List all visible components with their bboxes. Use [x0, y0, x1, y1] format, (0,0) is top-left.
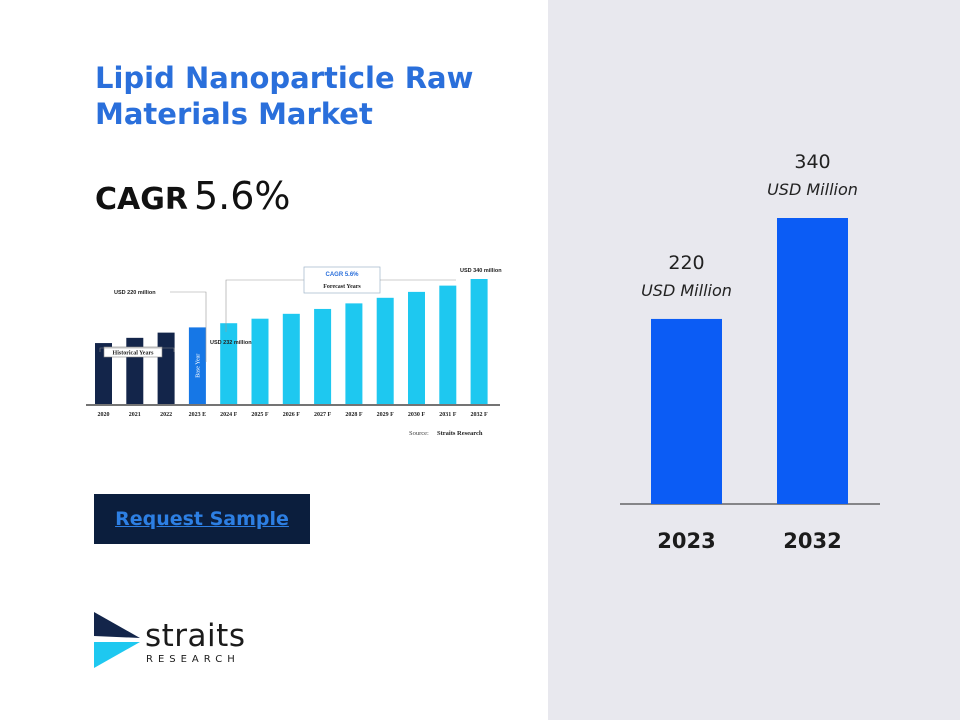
mini-tick-6: 2026 F	[283, 412, 301, 418]
mini-bar-2	[157, 332, 175, 404]
mini-bar-6	[282, 313, 300, 404]
logo-subtitle: RESEARCH	[146, 654, 240, 665]
mini-tick-5: 2025 F	[251, 412, 269, 418]
mini-bar-4	[220, 323, 238, 404]
mini-bar-10	[408, 291, 425, 404]
mini-tick-11: 2031 F	[439, 412, 457, 418]
mini-bar-8	[345, 303, 363, 404]
page-title: Lipid Nanoparticle Raw Materials Market	[95, 61, 474, 131]
mini-first-forecast-value: USD 232 million	[210, 340, 252, 346]
request-sample-button[interactable]: Request Sample	[94, 494, 310, 544]
data-label-2023: 220	[668, 252, 704, 274]
logo-wordmark: straits	[145, 618, 246, 654]
cagr-value: 5.6%	[193, 174, 291, 218]
mini-tick-7: 2027 F	[314, 412, 332, 418]
mini-historical-bracket	[99, 347, 175, 352]
mini-start-value: USD 220 million	[114, 290, 156, 296]
mini-bar-3	[188, 327, 206, 404]
mini-tick-4: 2024 F	[220, 412, 238, 418]
straits-logo: straits RESEARCH	[94, 612, 245, 673]
bar-2032	[777, 218, 848, 504]
mini-bar-9	[376, 297, 394, 404]
mini-source-name: Straits Research	[437, 430, 483, 437]
mini-tick-12: 2032 F	[471, 412, 489, 418]
mini-historical-label: Historical Years	[113, 351, 155, 357]
mini-base-year-label: Base Year	[195, 354, 201, 378]
mini-historical-box	[103, 346, 163, 358]
mini-bar-0	[95, 343, 112, 404]
mini-tick-8: 2028 F	[345, 412, 363, 418]
mini-tick-0: 2020	[98, 412, 110, 418]
mini-tick-9: 2029 F	[377, 412, 395, 418]
left-panel	[0, 0, 548, 720]
mini-forecast-label: Forecast Years	[323, 284, 361, 290]
unit-label-2032: USD Million	[767, 180, 858, 199]
mini-start-callout-line	[170, 291, 207, 362]
cagr-headline: CAGR 5.6%	[95, 174, 291, 218]
data-label-2032: 340	[794, 151, 830, 173]
mini-tick-10: 2030 F	[408, 412, 426, 418]
cagr-label: CAGR	[95, 182, 188, 217]
unit-label-2023: USD Million	[641, 281, 732, 300]
bar-2023	[651, 318, 722, 504]
category-label-2032: 2032	[783, 529, 841, 553]
mini-bar-7	[314, 308, 332, 404]
mini-bar-5	[251, 318, 269, 404]
main-bar-chart: 220 USD Million 2023 340 USD Million 2032	[620, 151, 880, 553]
mini-end-value: USD 340 million	[460, 268, 502, 274]
mini-forecast-callout-line	[225, 279, 312, 332]
mini-bar-12	[470, 279, 488, 404]
mini-tick-1: 2021	[129, 412, 141, 418]
mini-forecast-chart: 2020 2021 2022 2023 E Base Year 2024 F 2025 F 2…	[86, 266, 502, 437]
category-label-2023: 2023	[657, 529, 715, 553]
mini-tick-3: 2023 E	[189, 412, 207, 418]
right-panel	[548, 0, 960, 720]
mini-source-label: Source:	[409, 430, 429, 437]
mini-bar-11	[439, 285, 457, 404]
straits-logo-icon	[94, 612, 140, 668]
mini-tick-2: 2022	[160, 412, 172, 418]
mini-cagr-label: CAGR 5.6%	[325, 272, 359, 278]
